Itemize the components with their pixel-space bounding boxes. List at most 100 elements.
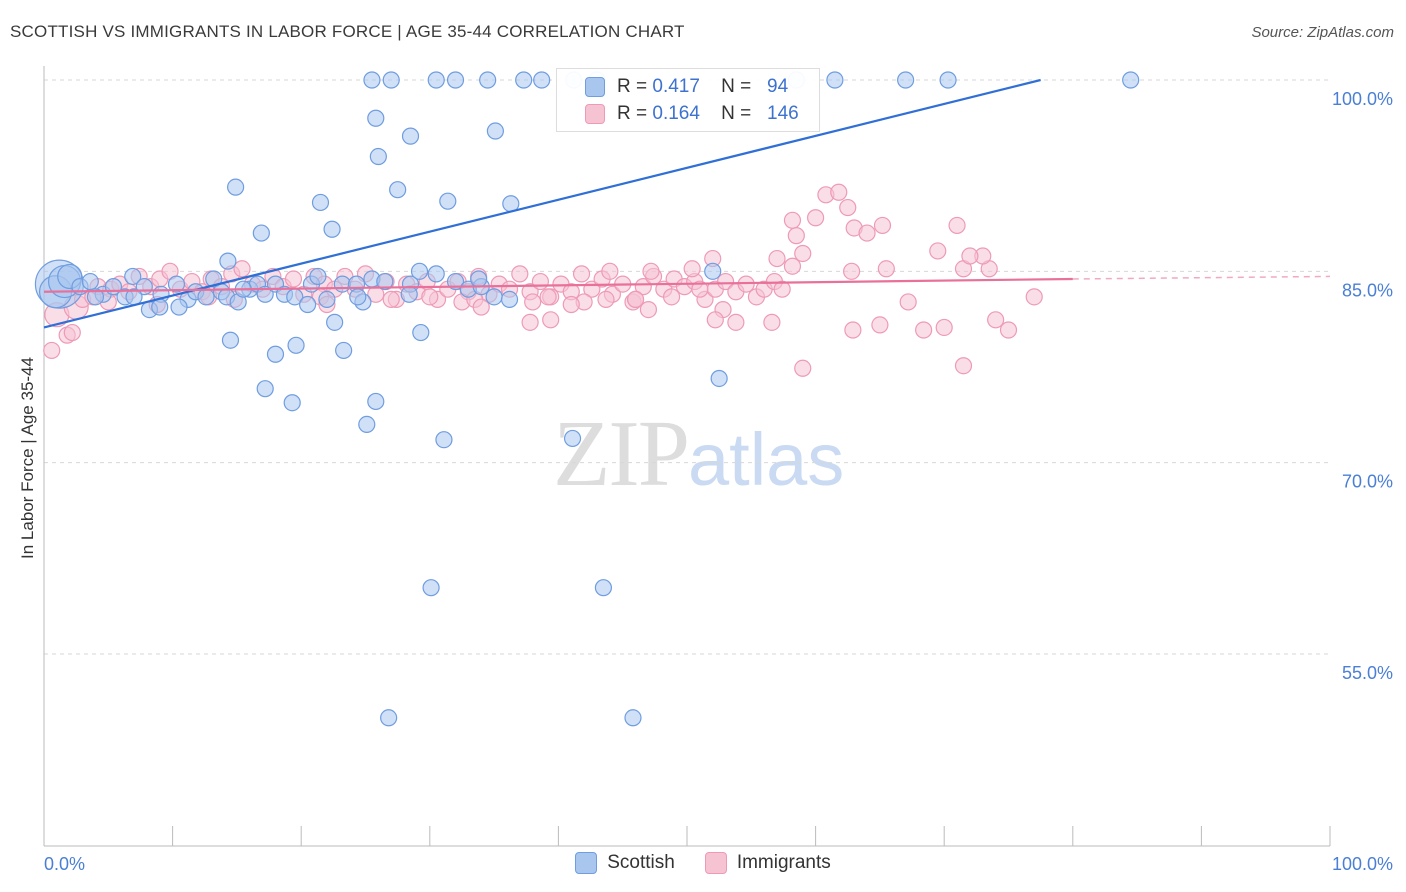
immigrants-point bbox=[662, 288, 681, 306]
scottish-point bbox=[446, 71, 465, 89]
source-label: Source: ZipAtlas.com bbox=[1251, 24, 1394, 41]
scottish-point bbox=[400, 285, 418, 303]
immigrants-point bbox=[987, 311, 1005, 329]
immigrants-point bbox=[794, 244, 812, 263]
scottish-point bbox=[427, 265, 445, 283]
immigrants-point bbox=[1025, 288, 1043, 306]
scottish-point bbox=[1122, 71, 1140, 89]
legend-bottom: Scottish Immigrants bbox=[0, 852, 1406, 874]
immigrants-point bbox=[871, 316, 889, 334]
chart-title: SCOTTISH VS IMMIGRANTS IN LABOR FORCE | … bbox=[10, 22, 685, 41]
immigrants-point bbox=[929, 242, 947, 260]
immigrants-point bbox=[521, 313, 539, 331]
scottish-point bbox=[486, 122, 504, 140]
legend-n-value-immigrants: 146 bbox=[767, 103, 799, 124]
immigrants-point bbox=[763, 313, 781, 331]
watermark-atlas: atlas bbox=[688, 418, 845, 501]
legend-swatch-scottish bbox=[585, 77, 605, 97]
legend-label-immigrants: Immigrants bbox=[736, 852, 831, 873]
scottish-point bbox=[380, 709, 398, 727]
scottish-point bbox=[376, 272, 394, 291]
x-tick-label: 100.0% bbox=[1332, 854, 1393, 874]
immigrants-point bbox=[539, 288, 557, 306]
immigrants-point bbox=[626, 290, 645, 308]
scottish-point bbox=[563, 429, 582, 448]
immigrants-point bbox=[716, 272, 735, 291]
scottish-point bbox=[594, 579, 613, 597]
scottish-point bbox=[358, 415, 376, 433]
scottish-point bbox=[439, 192, 457, 210]
scottish-point bbox=[252, 224, 270, 242]
watermark-zip: ZIP bbox=[553, 402, 690, 506]
scottish-point bbox=[410, 262, 429, 280]
immigrants-point bbox=[768, 249, 786, 268]
immigrants-point bbox=[806, 209, 825, 227]
legend-n-label: N = bbox=[721, 103, 752, 124]
scottish-point bbox=[710, 369, 728, 388]
legend-r-label: R = bbox=[617, 76, 648, 97]
y-tick-label: 55.0% bbox=[1342, 663, 1393, 683]
immigrants-point bbox=[954, 357, 973, 375]
scottish-point bbox=[470, 270, 488, 288]
immigrants-point bbox=[858, 224, 876, 242]
scottish-point bbox=[318, 290, 336, 308]
immigrants-point bbox=[524, 293, 542, 311]
legend-item-immigrants[interactable]: Immigrants bbox=[704, 852, 831, 874]
legend-stats: R = 0.417 N = 94 R = 0.164 N = 146 bbox=[556, 68, 820, 132]
immigrants-point bbox=[284, 270, 303, 288]
scottish-trend-line bbox=[43, 78, 1041, 329]
y-tick-label: 70.0% bbox=[1342, 472, 1393, 492]
scottish-point bbox=[479, 71, 497, 89]
immigrants-point bbox=[572, 265, 591, 283]
immigrants-point bbox=[830, 183, 848, 201]
scottish-point bbox=[427, 71, 445, 89]
immigrants-point bbox=[639, 301, 658, 319]
immigrants-point bbox=[233, 260, 251, 278]
immigrants-point bbox=[706, 311, 724, 329]
scottish-point bbox=[939, 71, 957, 89]
scottish-point bbox=[167, 275, 186, 293]
scottish-point bbox=[221, 331, 240, 349]
immigrants-point bbox=[421, 288, 439, 306]
legend-swatch-scottish bbox=[575, 852, 598, 874]
immigrants-point bbox=[531, 272, 549, 291]
scottish-point bbox=[485, 288, 503, 306]
immigrants-point bbox=[877, 260, 895, 278]
immigrants-point bbox=[727, 313, 745, 331]
immigrants-point bbox=[683, 260, 701, 278]
scottish-point bbox=[170, 298, 188, 316]
scottish-point bbox=[389, 181, 407, 199]
scottish-point bbox=[151, 298, 169, 316]
scottish-point bbox=[897, 71, 915, 89]
legend-item-scottish[interactable]: Scottish bbox=[575, 852, 675, 874]
scottish-point bbox=[287, 336, 305, 354]
scottish-point bbox=[86, 288, 105, 306]
scottish-point bbox=[323, 220, 341, 238]
scottish-point bbox=[299, 295, 317, 314]
scottish-point bbox=[515, 71, 533, 89]
legend-r-value-immigrants: 0.164 bbox=[652, 103, 700, 124]
immigrants-point bbox=[511, 265, 529, 283]
scottish-point bbox=[382, 71, 400, 89]
scottish-point bbox=[266, 345, 285, 363]
scottish-point bbox=[367, 392, 385, 411]
immigrants-point bbox=[899, 293, 917, 311]
scottish-point bbox=[197, 288, 215, 306]
immigrants-point bbox=[691, 280, 709, 298]
immigrants-point bbox=[43, 341, 61, 360]
scottish-point bbox=[326, 313, 344, 331]
scottish-point bbox=[256, 285, 274, 303]
immigrants-point bbox=[783, 211, 802, 229]
immigrants-point bbox=[597, 290, 615, 308]
scottish-point bbox=[256, 380, 274, 398]
immigrants-point bbox=[642, 262, 660, 280]
y-tick-label: 100.0% bbox=[1332, 89, 1393, 109]
scottish-point bbox=[311, 193, 330, 212]
watermark: ZIPatlas bbox=[553, 400, 844, 508]
immigrants-point bbox=[542, 311, 560, 329]
scottish-point bbox=[219, 252, 237, 270]
scottish-point bbox=[227, 178, 245, 196]
scottish-point bbox=[205, 270, 223, 288]
immigrants-point bbox=[935, 318, 953, 337]
legend-r-value-scottish: 0.417 bbox=[652, 76, 700, 97]
